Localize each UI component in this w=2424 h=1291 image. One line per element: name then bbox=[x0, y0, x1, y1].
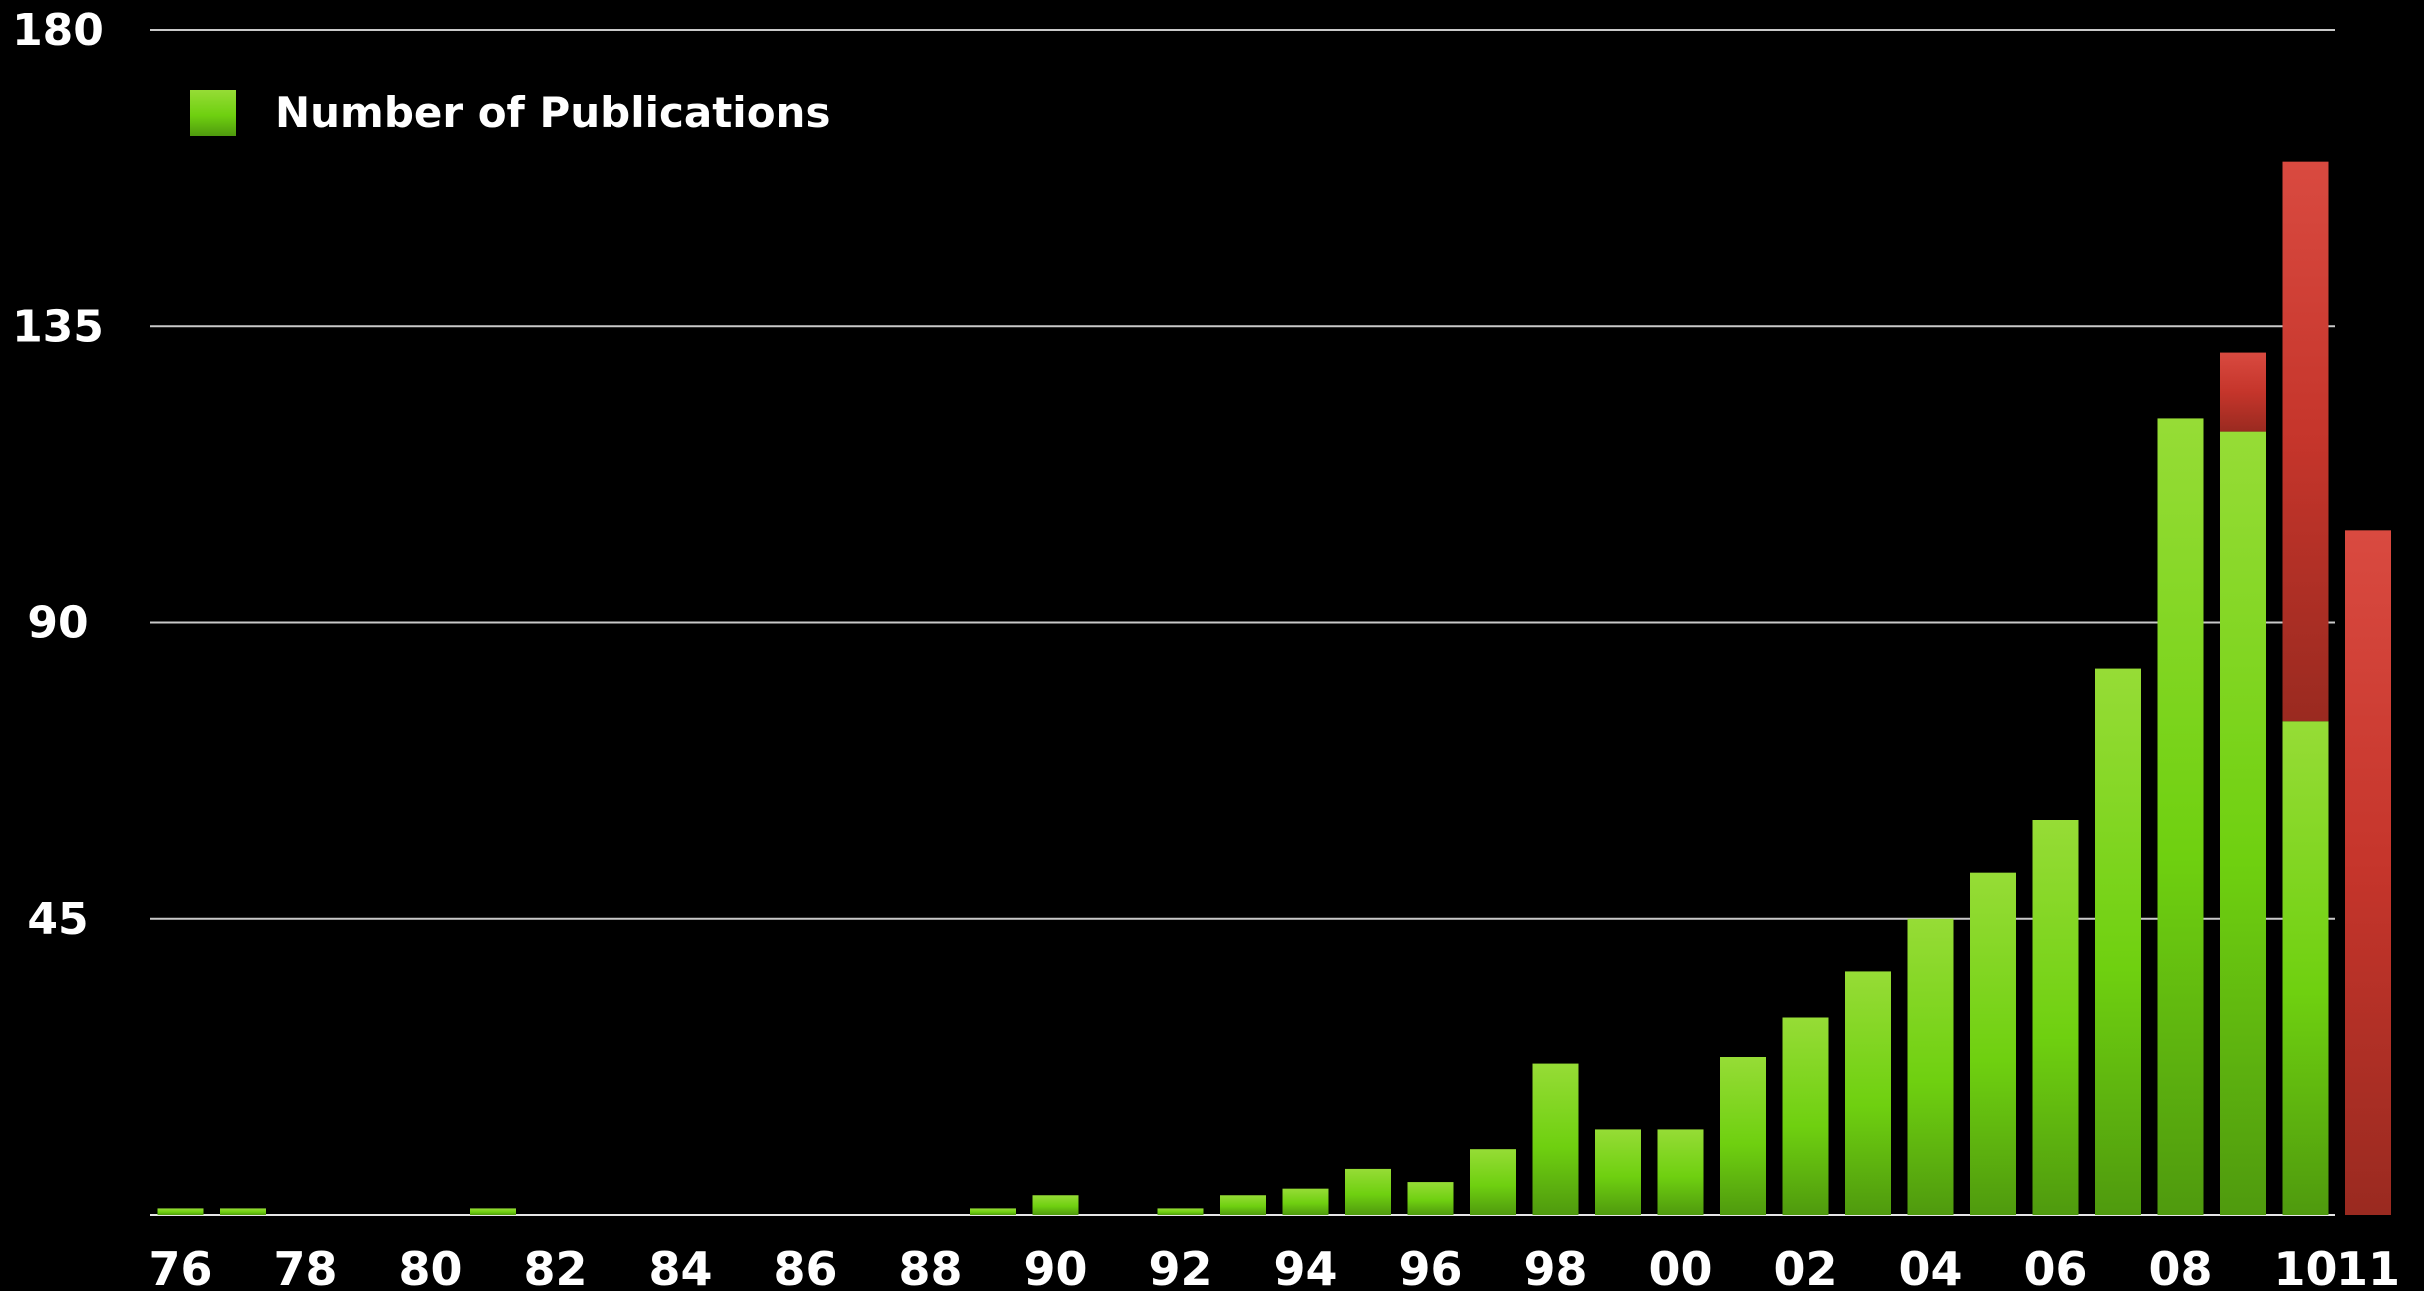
y-tick-label: 90 bbox=[27, 598, 88, 649]
bar-76 bbox=[157, 1208, 204, 1215]
bar-06 bbox=[2032, 820, 2079, 1215]
x-tick-label: 04 bbox=[1898, 1242, 1962, 1291]
x-tick-label: 78 bbox=[273, 1242, 337, 1291]
bar-11-red bbox=[2345, 530, 2391, 1215]
y-axis-ticks: 180 135 90 45 bbox=[12, 5, 104, 945]
bar-99 bbox=[1595, 1129, 1641, 1215]
x-tick-label: 92 bbox=[1148, 1242, 1212, 1291]
bar-93 bbox=[1220, 1195, 1266, 1215]
bar-09 bbox=[2220, 431, 2266, 1215]
bars bbox=[157, 161, 2391, 1216]
x-tick-label: 90 bbox=[1023, 1242, 1087, 1291]
bar-04 bbox=[1907, 918, 1954, 1215]
bar-01 bbox=[1720, 1057, 1766, 1215]
y-tick-label: 180 bbox=[12, 5, 104, 56]
x-tick-label: 96 bbox=[1398, 1242, 1462, 1291]
x-tick-label: 10 bbox=[2273, 1242, 2337, 1291]
bar-98 bbox=[1532, 1063, 1579, 1215]
bar-96 bbox=[1407, 1182, 1454, 1215]
x-tick-label: 80 bbox=[398, 1242, 462, 1291]
bar-10-red bbox=[2282, 161, 2329, 722]
x-tick-label: 84 bbox=[648, 1242, 712, 1291]
bar-09-red bbox=[2220, 352, 2266, 432]
x-tick-label: 76 bbox=[148, 1242, 212, 1291]
bar-95 bbox=[1345, 1168, 1391, 1215]
bar-90 bbox=[1032, 1195, 1079, 1215]
bar-00 bbox=[1657, 1129, 1704, 1215]
legend-swatch bbox=[190, 90, 236, 136]
x-tick-label: 94 bbox=[1273, 1242, 1337, 1291]
bar-92 bbox=[1157, 1208, 1204, 1215]
legend: Number of Publications bbox=[190, 88, 830, 137]
y-tick-label: 45 bbox=[27, 894, 88, 945]
bar-05 bbox=[1970, 872, 2016, 1215]
x-tick-label: 02 bbox=[1773, 1242, 1837, 1291]
x-tick-label: 88 bbox=[898, 1242, 962, 1291]
x-tick-label: 11 bbox=[2336, 1242, 2400, 1291]
x-tick-label: 08 bbox=[2148, 1242, 2212, 1291]
x-tick-label: 86 bbox=[773, 1242, 837, 1291]
x-tick-label: 00 bbox=[1648, 1242, 1712, 1291]
bar-08 bbox=[2157, 418, 2204, 1216]
bar-77 bbox=[220, 1208, 266, 1215]
x-tick-label: 06 bbox=[2023, 1242, 2087, 1291]
bar-03 bbox=[1845, 971, 1891, 1215]
bar-97 bbox=[1470, 1149, 1516, 1215]
x-tick-label: 82 bbox=[523, 1242, 587, 1291]
bar-10 bbox=[2282, 721, 2329, 1215]
y-tick-label: 135 bbox=[12, 301, 104, 352]
bar-89 bbox=[970, 1208, 1016, 1215]
bar-02 bbox=[1782, 1017, 1829, 1215]
bar-81 bbox=[470, 1208, 516, 1215]
legend-label: Number of Publications bbox=[275, 88, 830, 137]
bar-94 bbox=[1282, 1188, 1329, 1215]
x-tick-label: 98 bbox=[1523, 1242, 1587, 1291]
bar-07 bbox=[2095, 668, 2141, 1215]
